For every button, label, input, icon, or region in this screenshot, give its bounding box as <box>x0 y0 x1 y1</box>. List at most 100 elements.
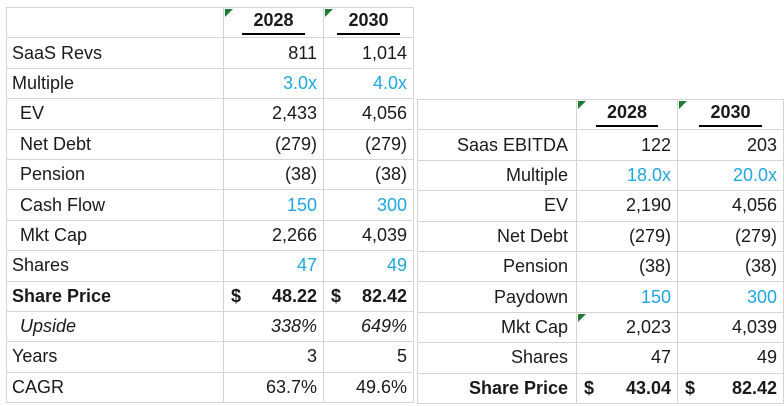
value-cell[interactable]: 1,014 <box>323 37 414 69</box>
value-cell[interactable]: 300 <box>323 189 414 221</box>
value-cell[interactable]: 5 <box>323 341 414 373</box>
table-row: Net Debt (279) (279) <box>6 128 414 160</box>
row-label-cell[interactable]: Cash Flow <box>6 189 224 221</box>
row-label: CAGR <box>12 376 65 397</box>
value-cell[interactable]: 47 <box>576 342 678 374</box>
value-cell[interactable]: (38) <box>323 158 414 191</box>
value-cell[interactable]: 2,266 <box>223 219 324 252</box>
row-label: Saas EBITDA <box>456 134 568 155</box>
row-label-cell[interactable]: Net Debt <box>417 220 577 252</box>
value-cell[interactable]: 150 <box>223 189 324 221</box>
row-label-cell[interactable]: Pension <box>6 158 224 191</box>
cell-value: 150 <box>640 286 671 307</box>
value-cell[interactable]: 338% <box>223 310 324 343</box>
value-cell[interactable]: 649% <box>323 310 414 343</box>
table-row: Shares 47 49 <box>6 250 414 282</box>
value-cell[interactable]: 811 <box>223 37 324 69</box>
cell-value: 3 <box>306 346 317 367</box>
row-label-cell[interactable]: EV <box>6 98 224 130</box>
value-cell[interactable]: 4,039 <box>323 219 414 252</box>
year-header-cell[interactable]: 2030 <box>323 6 414 39</box>
table-row: Multiple 18.0x 20.0x <box>417 159 784 192</box>
row-label-cell[interactable]: Share Price <box>6 280 224 312</box>
value-cell[interactable]: $43.04 <box>576 372 678 404</box>
currency-symbol: $ <box>685 377 696 398</box>
row-label-cell[interactable]: Saas EBITDA <box>417 129 577 161</box>
value-cell[interactable]: 49.6% <box>323 371 414 404</box>
row-label-cell[interactable]: Shares <box>417 342 577 374</box>
value-cell[interactable]: 4.0x <box>323 67 414 100</box>
value-cell[interactable]: 20.0x <box>677 159 784 192</box>
value-cell[interactable]: (279) <box>323 128 414 160</box>
cell-value: 4,039 <box>731 316 777 337</box>
year-header-label: 2028 <box>595 102 659 128</box>
value-cell[interactable]: (38) <box>576 250 678 283</box>
value-cell[interactable]: 47 <box>223 250 324 282</box>
value-cell[interactable]: 4,039 <box>677 311 784 344</box>
row-label: Pension <box>502 256 568 277</box>
row-label-cell[interactable]: Multiple <box>6 67 224 100</box>
table-row: Mkt Cap 2,266 4,039 <box>6 219 414 252</box>
row-label-cell[interactable]: Mkt Cap <box>6 219 224 252</box>
row-label-cell[interactable]: Years <box>6 341 224 373</box>
row-label-cell[interactable]: Mkt Cap <box>417 311 577 344</box>
year-header-cell[interactable]: 2030 <box>677 98 784 131</box>
row-label: Multiple <box>505 164 568 185</box>
table-row: Mkt Cap 2,023 4,039 <box>417 311 784 344</box>
value-cell[interactable]: 49 <box>677 342 784 374</box>
value-cell[interactable]: (279) <box>576 220 678 252</box>
cell-value: 49 <box>756 347 777 368</box>
value-cell[interactable]: 300 <box>677 281 784 313</box>
table-row: Saas EBITDA 122 203 <box>417 129 784 161</box>
saas-revenue-valuation-table: 2028 2030 SaaS Revs 811 1,014 Multiple 3.0x 4.… <box>6 6 414 404</box>
row-label-cell[interactable]: Shares <box>6 250 224 282</box>
value-cell[interactable]: 3.0x <box>223 67 324 100</box>
row-label: Mkt Cap <box>500 316 568 337</box>
value-cell[interactable]: 2,433 <box>223 98 324 130</box>
row-label: EV <box>543 195 568 216</box>
row-label-cell[interactable]: Upside <box>6 310 224 343</box>
cell-value: (38) <box>284 164 317 185</box>
value-cell[interactable]: $82.42 <box>323 280 414 312</box>
row-label-cell[interactable]: Pension <box>417 250 577 283</box>
row-label-cell[interactable]: Share Price <box>417 372 577 404</box>
value-cell[interactable]: $48.22 <box>223 280 324 312</box>
row-label-cell[interactable]: SaaS Revs <box>6 37 224 69</box>
value-cell[interactable]: 3 <box>223 341 324 373</box>
value-cell[interactable]: 122 <box>576 129 678 161</box>
row-label-cell[interactable]: Net Debt <box>6 128 224 160</box>
row-label: Multiple <box>12 72 75 93</box>
value-cell[interactable]: 150 <box>576 281 678 313</box>
cell-value: 2,266 <box>271 224 317 245</box>
row-label: Shares <box>12 255 70 276</box>
empty-corner-cell[interactable] <box>6 6 224 39</box>
value-cell[interactable]: (38) <box>223 158 324 191</box>
empty-corner-cell[interactable] <box>417 98 577 131</box>
table-row: Share Price $48.22 $82.42 <box>6 280 414 312</box>
row-label-cell[interactable]: Multiple <box>417 159 577 192</box>
value-cell[interactable]: (279) <box>677 220 784 252</box>
value-cell[interactable]: 2,190 <box>576 190 678 222</box>
year-header-cell[interactable]: 2028 <box>576 98 678 131</box>
value-cell[interactable]: 4,056 <box>677 190 784 222</box>
value-cell[interactable]: 203 <box>677 129 784 161</box>
value-cell[interactable]: $82.42 <box>677 372 784 404</box>
year-header-cell[interactable]: 2028 <box>223 6 324 39</box>
row-label-cell[interactable]: EV <box>417 190 577 222</box>
row-label-cell[interactable]: CAGR <box>6 371 224 404</box>
value-cell[interactable]: 18.0x <box>576 159 678 192</box>
row-label-cell[interactable]: Paydown <box>417 281 577 313</box>
row-label: Pension <box>20 164 86 185</box>
header-row: 2028 2030 <box>6 6 414 39</box>
value-cell[interactable]: (279) <box>223 128 324 160</box>
value-cell[interactable]: 49 <box>323 250 414 282</box>
value-cell[interactable]: 4,056 <box>323 98 414 130</box>
value-cell[interactable]: 2,023 <box>576 311 678 344</box>
row-label: Share Price <box>468 377 568 398</box>
cell-value: 43.04 <box>625 377 671 398</box>
value-cell[interactable]: (38) <box>677 250 784 283</box>
table-row: Net Debt (279) (279) <box>417 220 784 252</box>
cell-value: 2,190 <box>625 195 671 216</box>
cell-value: 2,433 <box>271 103 317 124</box>
value-cell[interactable]: 63.7% <box>223 371 324 404</box>
